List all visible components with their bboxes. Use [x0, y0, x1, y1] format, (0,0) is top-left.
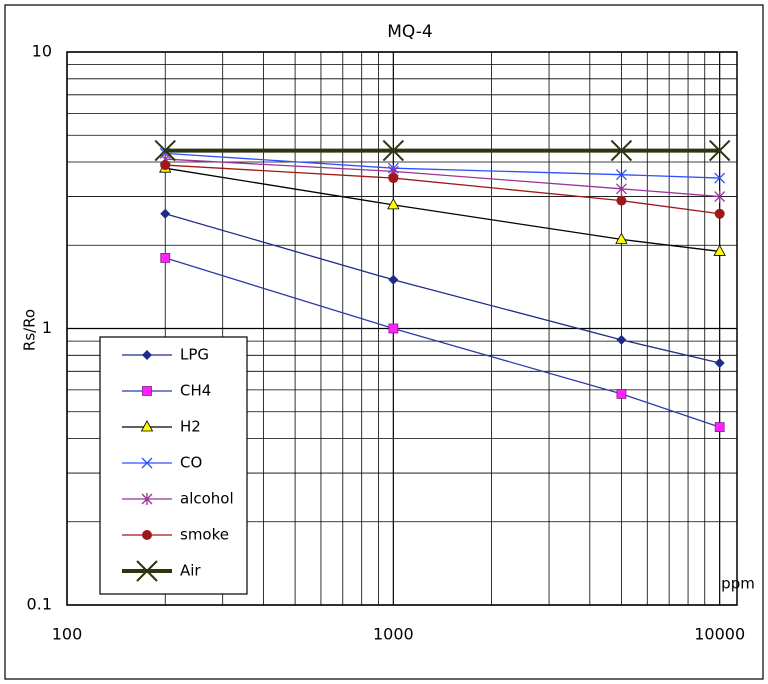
- legend-box: [99, 336, 248, 595]
- series-line: [165, 167, 720, 253]
- legend-marker: [136, 560, 158, 582]
- marker: [615, 169, 627, 181]
- marker: [714, 172, 726, 184]
- legend-label: smoke: [180, 526, 229, 544]
- y-tick-label: 1: [42, 318, 52, 337]
- legend-marker: [141, 457, 153, 469]
- marker: [616, 195, 627, 206]
- legend-marker: [142, 386, 152, 396]
- marker: [714, 190, 726, 203]
- plot-frame: [66, 51, 738, 606]
- y-axis-label: Rs/Ro: [21, 309, 39, 351]
- legend-marker: [140, 420, 154, 432]
- legend-label: H2: [180, 418, 201, 436]
- x-tick-label: 10000: [694, 625, 745, 644]
- legend-label: CH4: [180, 382, 211, 400]
- legend-marker: [141, 493, 153, 505]
- y-tick-label: 0.1: [27, 595, 52, 614]
- legend-marker: [142, 530, 152, 540]
- marker: [615, 182, 627, 195]
- legend-label: Air: [180, 562, 201, 580]
- series-line: [165, 164, 720, 215]
- marker: [388, 173, 399, 184]
- series-line: [165, 158, 720, 198]
- x-unit-label: ppm: [721, 575, 755, 593]
- marker: [616, 389, 627, 399]
- legend-label: alcohol: [180, 490, 234, 508]
- series-line: [165, 152, 720, 179]
- marker: [616, 334, 627, 345]
- y-tick-label: 10: [32, 42, 52, 61]
- legend-marker: [142, 350, 152, 360]
- marker: [714, 208, 725, 219]
- marker: [160, 208, 171, 219]
- marker: [610, 139, 633, 162]
- marker: [160, 253, 171, 263]
- x-tick-label: 100: [52, 625, 83, 644]
- series-line: [165, 213, 720, 364]
- marker: [713, 244, 726, 256]
- marker: [160, 160, 171, 171]
- legend-label: LPG: [180, 346, 209, 364]
- marker: [154, 139, 176, 162]
- chart-frame: [4, 4, 764, 680]
- marker: [387, 198, 400, 210]
- x-tick-label: 1000: [373, 625, 414, 644]
- marker: [382, 139, 405, 162]
- marker: [615, 232, 628, 244]
- marker: [714, 422, 725, 432]
- marker: [388, 323, 399, 334]
- marker: [708, 139, 731, 162]
- marker: [714, 358, 725, 369]
- legend-label: CO: [180, 454, 202, 472]
- chart-title: MQ-4: [387, 22, 432, 42]
- marker: [388, 274, 399, 285]
- series-line: [165, 257, 720, 428]
